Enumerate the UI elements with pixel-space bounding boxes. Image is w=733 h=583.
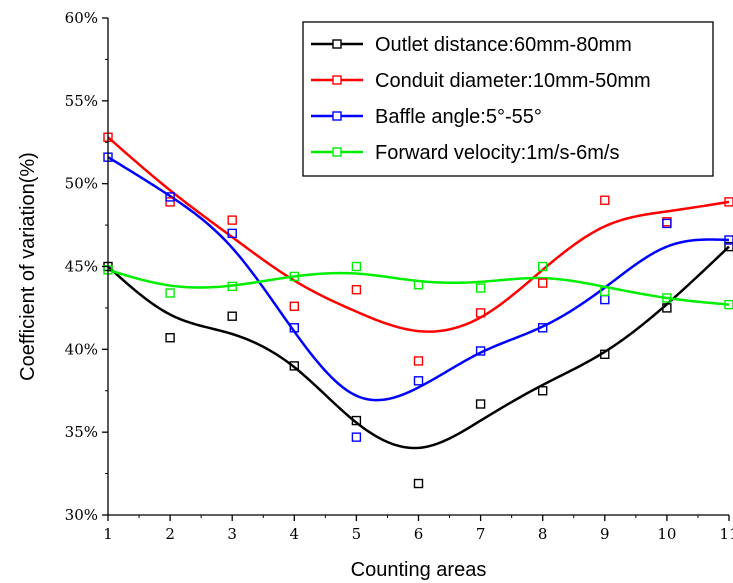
data-point — [475, 346, 486, 356]
x-tick-label: 7 — [476, 525, 486, 543]
data-point — [165, 288, 175, 298]
data-point — [351, 284, 362, 295]
data-point — [475, 308, 486, 318]
axes: 30% 35% 40% 45% 50% 55% 60% 1 2 3 4 5 6 7 8 9 10 11 — [65, 9, 733, 543]
fit-curves — [107, 136, 730, 450]
y-tick-label: 50% — [65, 175, 98, 193]
x-axis-title: Counting areas — [351, 559, 487, 581]
data-point — [538, 386, 548, 396]
x-tick-label: 6 — [414, 525, 424, 543]
data-point — [724, 197, 733, 207]
legend-marker — [332, 39, 342, 49]
legend-marker — [332, 111, 342, 121]
x-tick-label: 5 — [352, 525, 362, 543]
x-tick-label: 1 — [103, 525, 113, 543]
legend-label: Conduit diameter:10mm-50mm — [375, 70, 651, 92]
data-point — [227, 311, 237, 321]
data-point — [600, 195, 610, 205]
data-point — [662, 293, 672, 303]
data-point — [227, 215, 237, 225]
data-point — [600, 294, 610, 305]
data-point — [538, 278, 548, 288]
data-point — [724, 241, 733, 252]
x-tick-label: 9 — [600, 525, 610, 543]
legend-label: Outlet distance:60mm-80mm — [375, 34, 632, 56]
data-point — [600, 349, 610, 360]
fit-curve-1 — [107, 136, 730, 333]
data-point — [227, 228, 237, 239]
data-point — [165, 333, 175, 343]
legend-label: Forward velocity:1m/s-6m/s — [375, 142, 620, 164]
legend-box — [302, 21, 714, 177]
data-point — [538, 261, 548, 272]
data-point — [289, 271, 299, 282]
y-axis-title: Coefficient of variation(%) — [17, 152, 39, 381]
y-tick-label: 60% — [65, 9, 98, 27]
x-tick-label: 8 — [538, 525, 548, 543]
data-point — [475, 399, 486, 409]
data-point — [351, 432, 362, 442]
data-markers — [103, 132, 733, 489]
data-point — [724, 235, 733, 245]
y-tick-label: 30% — [65, 506, 98, 524]
y-tick-label: 45% — [65, 258, 98, 276]
legend-marker — [332, 147, 342, 157]
data-point — [662, 218, 672, 229]
data-point — [413, 356, 424, 366]
legend-marker — [332, 75, 342, 85]
data-point — [413, 376, 424, 386]
fit-curve-3 — [107, 268, 730, 306]
x-tick-label: 11 — [719, 525, 733, 543]
legend: Outlet distance:60mm-80mm Conduit diamete… — [302, 21, 714, 177]
data-point — [289, 301, 299, 311]
data-point — [165, 192, 175, 202]
data-point — [165, 197, 175, 207]
y-tick-label: 40% — [65, 340, 98, 358]
x-tick-label: 3 — [227, 525, 237, 543]
data-point — [724, 299, 733, 310]
data-point — [351, 415, 362, 426]
data-point — [413, 478, 424, 489]
data-point — [351, 261, 362, 272]
data-point — [538, 323, 548, 333]
data-point — [600, 286, 610, 297]
legend-label: Baffle angle:5°-55° — [375, 106, 542, 128]
data-point — [475, 283, 486, 293]
data-point — [289, 323, 299, 333]
fit-curve-2 — [107, 156, 730, 402]
x-tick-label: 4 — [290, 525, 300, 543]
fit-curve-0 — [107, 245, 730, 450]
data-point — [227, 281, 237, 292]
y-tick-label: 35% — [65, 423, 98, 441]
x-tick-label: 2 — [165, 525, 175, 543]
data-point — [289, 361, 299, 371]
x-tick-label: 10 — [657, 525, 676, 543]
data-point — [413, 280, 424, 290]
y-tick-label: 55% — [65, 92, 98, 110]
data-point — [662, 303, 672, 313]
